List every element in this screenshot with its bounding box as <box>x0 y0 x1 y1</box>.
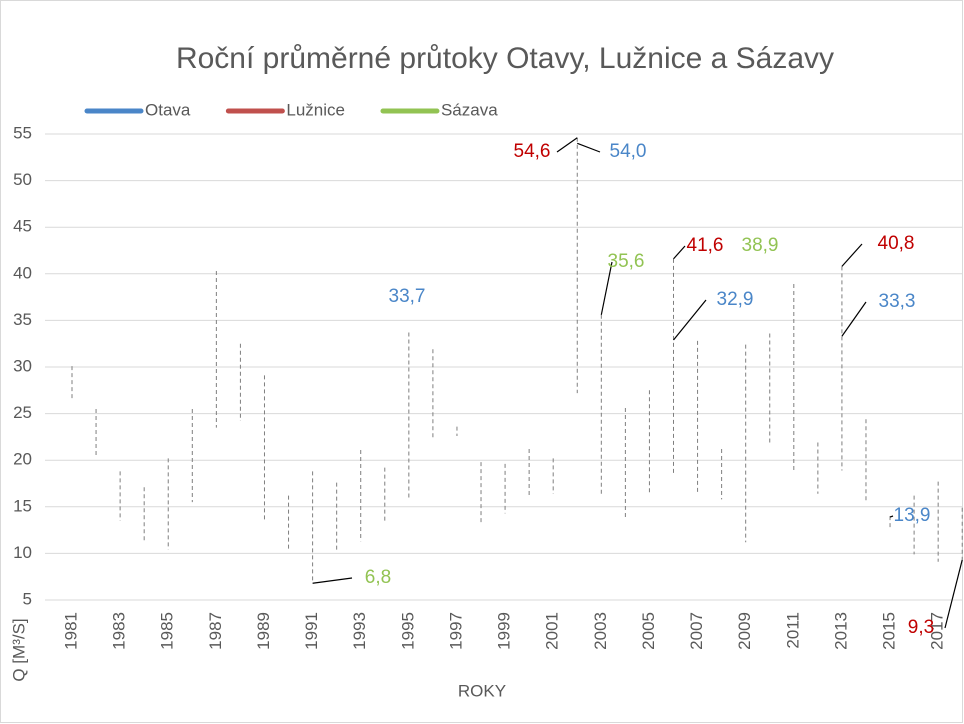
label-leader <box>889 515 894 518</box>
y-tick-label: 35 <box>13 310 32 329</box>
x-tick-label: 1999 <box>495 612 514 650</box>
x-tick-label: 2001 <box>543 612 562 650</box>
label-leader <box>556 137 578 153</box>
y-tick-label: 5 <box>23 589 32 608</box>
data-label: 13,9 <box>894 505 931 526</box>
y-tick-label: 10 <box>13 543 32 562</box>
label-leader <box>673 299 707 341</box>
x-tick-label: 2013 <box>831 612 850 650</box>
y-axis-label: Q [M³/S] <box>9 618 28 681</box>
chart-title: Roční průměrné průtoky Otavy, Lužnice a … <box>176 42 834 75</box>
x-tick-label: 1981 <box>61 612 80 650</box>
label-leader <box>944 559 963 629</box>
x-tick-label: 2015 <box>880 612 899 650</box>
y-tick-label: 20 <box>13 450 32 469</box>
data-label: 33,7 <box>389 286 426 307</box>
label-leader <box>841 243 863 267</box>
legend-label: Sázava <box>441 100 498 119</box>
x-tick-label: 2009 <box>735 612 754 650</box>
data-label: 6,8 <box>365 567 391 588</box>
x-tick-label: 1989 <box>254 612 273 650</box>
x-tick-label: 2003 <box>591 612 610 650</box>
data-label: 33,3 <box>879 291 916 312</box>
y-tick-label: 55 <box>13 123 32 142</box>
data-label: 9,3 <box>908 617 934 638</box>
data-label: 32,9 <box>717 289 754 310</box>
y-tick-label: 45 <box>13 217 32 236</box>
data-label: 40,8 <box>878 233 915 254</box>
y-tick-label: 50 <box>13 170 32 189</box>
data-label: 54,0 <box>610 141 647 162</box>
legend-label: Otava <box>145 100 191 119</box>
x-tick-label: 1993 <box>350 612 369 650</box>
data-label: 41,6 <box>687 235 724 256</box>
x-tick-label: 1983 <box>110 612 129 650</box>
data-label: 54,6 <box>514 141 551 162</box>
y-tick-label: 30 <box>13 356 32 375</box>
y-tick-label: 40 <box>13 263 32 282</box>
x-tick-label: 2017 <box>928 612 947 650</box>
x-tick-label: 1997 <box>446 612 465 650</box>
x-tick-label: 1995 <box>398 612 417 650</box>
legend-label: Lužnice <box>286 100 345 119</box>
data-label: 38,9 <box>742 235 779 256</box>
label-leader <box>600 261 613 315</box>
label-leader <box>577 142 601 153</box>
x-tick-label: 2005 <box>639 612 658 650</box>
label-leader <box>673 245 686 260</box>
x-tick-label: 2011 <box>783 612 802 649</box>
data-label: 35,6 <box>608 251 645 272</box>
y-tick-label: 25 <box>13 403 32 422</box>
x-tick-label: 1991 <box>302 612 321 650</box>
x-axis-label: ROKY <box>458 681 506 700</box>
x-tick-label: 2007 <box>687 612 706 650</box>
x-tick-label: 1985 <box>158 612 177 650</box>
x-tick-label: 1987 <box>206 612 225 650</box>
label-leader <box>841 301 867 337</box>
label-leader <box>312 577 353 584</box>
y-tick-label: 15 <box>13 496 32 515</box>
